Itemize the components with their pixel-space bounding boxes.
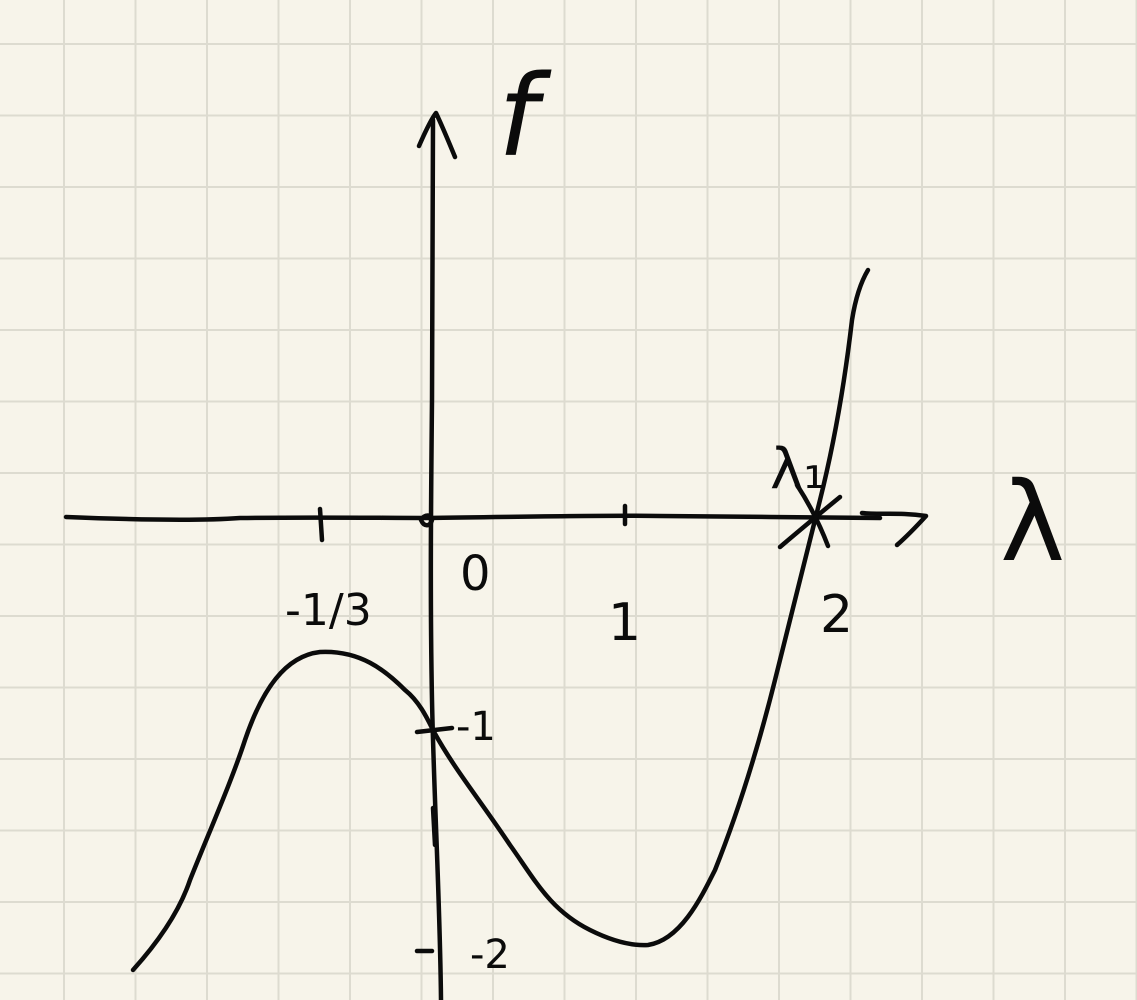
y-axis-arrowhead	[416, 110, 458, 160]
function-curve	[130, 267, 871, 973]
x-tick-label-zero: 0	[460, 546, 491, 602]
y-tick-mid	[430, 805, 438, 848]
x-tick-neg-third	[317, 506, 325, 543]
x-tick-label-one: 1	[608, 593, 641, 653]
y-axis	[428, 117, 444, 1000]
x-tick-label-neg-third: -1/3	[285, 585, 372, 636]
y-axis-label: f	[498, 52, 552, 182]
x-tick-two-cross-a	[777, 494, 843, 550]
x-axis	[63, 513, 883, 523]
x-tick-label-two: 2	[820, 585, 853, 645]
x-axis-label: λ	[1000, 458, 1065, 586]
y-tick-label-neg-one: -1	[456, 704, 496, 750]
root-label: λ₁	[770, 437, 826, 502]
y-tick-label-neg-two: -2	[470, 932, 510, 978]
x-tick-origin	[418, 513, 435, 528]
x-axis-arrowhead	[859, 510, 929, 548]
